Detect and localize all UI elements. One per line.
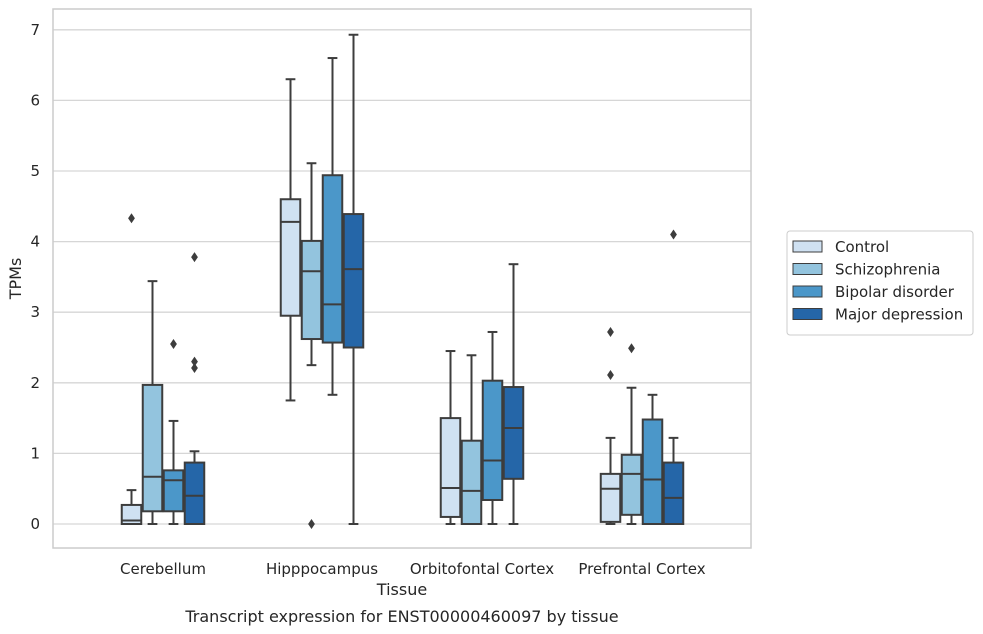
outlier-point [670,229,677,240]
y-tick-label: 4 [30,233,40,251]
legend: Control Schizophrenia Bipolar disorder Majo… [786,230,974,336]
box [460,439,483,525]
legend-label: Bipolar disorder [835,283,955,301]
box [141,383,164,513]
y-axis-ticks: 0 1 2 3 4 5 6 7 [30,21,40,533]
chart-caption: Transcript expression for ENST0000046009… [184,607,618,626]
x-tick-label: Hipppocampus [266,560,378,578]
box-group [279,78,302,402]
grid-lines [53,29,751,525]
y-tick-label: 3 [30,303,40,321]
x-axis-title: Tissue [376,580,427,599]
box-group [120,213,143,525]
box [641,418,664,525]
box-group [620,343,643,525]
box [183,461,206,526]
box [300,239,323,341]
y-tick-label: 6 [30,91,40,109]
y-tick-label: 2 [30,374,40,392]
box-group [481,330,504,525]
legend-label: Schizophrenia [835,261,940,279]
y-axis-title: TPMs [6,258,25,301]
legend-label: Control [835,238,889,256]
y-tick-label: 1 [30,444,40,462]
box [481,379,504,501]
outlier-point [191,252,198,263]
plot-frame [52,8,752,549]
outlier-point [308,519,315,529]
y-tick-label: 7 [30,21,40,39]
box [620,453,643,516]
box-group [641,393,664,525]
outlier-point [170,338,177,349]
legend-swatch [792,308,823,320]
outlier-point [191,362,198,373]
outlier-point [607,326,614,337]
box [599,472,622,523]
box-series [120,33,685,529]
y-tick-label: 5 [30,162,40,180]
x-axis-ticks: Cerebellum Hipppocampus Orbitofontal Corte… [120,560,706,578]
legend-swatch [792,240,823,253]
legend-swatch [792,285,823,298]
box [662,461,685,526]
legend-label: Major depression [835,306,963,324]
box [321,174,344,344]
box-group [502,263,525,525]
box-group [460,354,483,525]
x-tick-label: Cerebellum [120,560,206,578]
box-group [439,350,462,525]
outlier-point [628,343,635,354]
box [162,469,185,513]
box-group [662,229,685,526]
outlier-point [607,370,614,381]
box-group [300,162,323,529]
legend-swatch [792,263,823,275]
outlier-point [128,213,135,224]
box [439,417,462,518]
x-tick-label: Prefrontal Cortex [578,560,705,578]
box [279,198,302,317]
box [342,213,365,349]
outlier-point [191,356,198,367]
box-group [141,280,164,525]
box-group [183,252,206,526]
box-group [599,326,622,525]
box [502,386,525,480]
box-group [342,33,365,525]
x-tick-label: Orbitofontal Cortex [410,560,554,578]
box [120,503,143,525]
box-group [162,338,185,525]
legend-frame [786,230,974,336]
box-group [321,57,344,396]
y-tick-label: 0 [30,515,40,533]
